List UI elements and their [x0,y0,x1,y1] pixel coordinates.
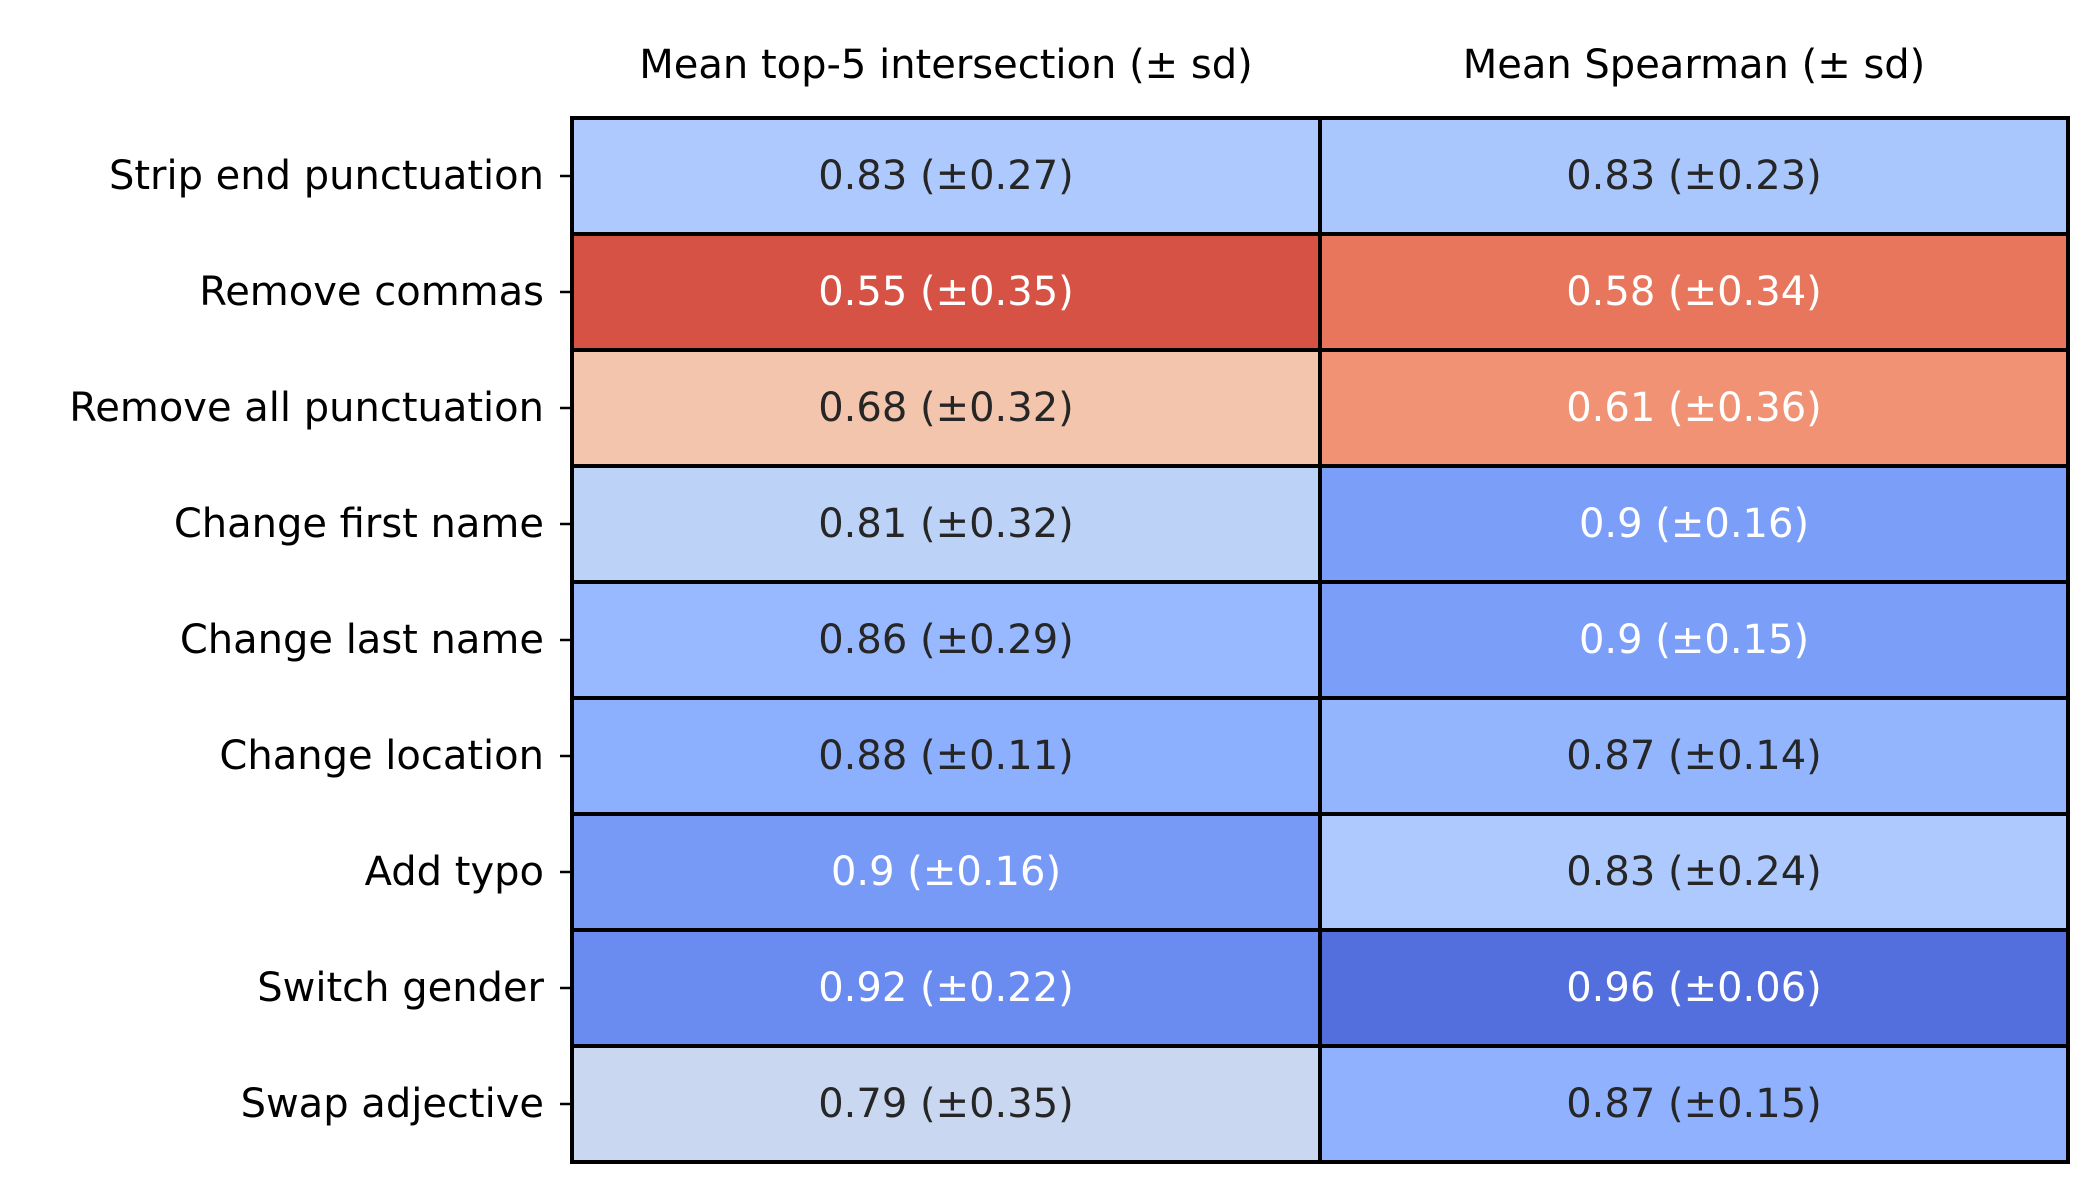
cell-value-label: 0.9 (±0.15) [1579,617,1809,663]
row-label: Swap adjective [241,1081,544,1127]
cell-value-label: 0.87 (±0.14) [1566,733,1822,779]
heatmap-cell [1318,812,2070,932]
heatmap-cell [1318,116,2070,236]
row-labels: Strip end punctuation Remove commas Remove… [69,153,544,1127]
cell-value-label: 0.79 (±0.35) [818,1081,1074,1127]
row-ticks [560,174,572,1106]
cell-value-label: 0.61 (±0.36) [1566,385,1822,431]
heatmap-cell [1318,464,2070,584]
heatmap-cell [570,232,1322,352]
heatmap-cell [1318,928,2070,1048]
row-label: Switch gender [257,965,544,1011]
cell-value-label: 0.9 (±0.16) [1579,501,1809,547]
cell-value-label: 0.87 (±0.15) [1566,1081,1822,1127]
row-label: Change first name [174,501,544,547]
cell-value-label: 0.83 (±0.23) [1566,153,1822,199]
cell-value-label: 0.81 (±0.32) [818,501,1074,547]
column-headers: Mean top-5 intersection (± sd) Mean Spear… [639,42,1925,88]
heatmap-cell [1318,1044,2070,1164]
cell-value-label: 0.83 (±0.24) [1566,849,1822,895]
cell-value-label: 0.55 (±0.35) [818,269,1074,315]
row-label: Remove commas [199,269,544,315]
heatmap-cell [570,116,1322,236]
row-label: Remove all punctuation [69,385,544,431]
cell-value-label: 0.96 (±0.06) [1566,965,1822,1011]
cell-value-label: 0.92 (±0.22) [818,965,1074,1011]
cell-value-label: 0.88 (±0.11) [818,733,1074,779]
row-label: Add typo [365,849,544,895]
row-label: Strip end punctuation [109,153,544,199]
cell-labels: 0.83 (±0.27) 0.83 (±0.23) 0.55 (±0.35) 0.58… [818,153,1822,1127]
heatmap-cells [570,116,2070,1164]
column-header: Mean Spearman (± sd) [1463,42,1926,88]
plot-frame [570,116,2070,1164]
row-label: Change last name [180,617,544,663]
cell-value-label: 0.68 (±0.32) [818,385,1074,431]
row-label: Change location [219,733,544,779]
cell-value-label: 0.58 (±0.34) [1566,269,1822,315]
column-header: Mean top-5 intersection (± sd) [639,42,1253,88]
cell-value-label: 0.9 (±0.16) [831,849,1061,895]
cell-value-label: 0.86 (±0.29) [818,617,1074,663]
heatmap-cell [1318,348,2070,468]
heatmap-cell [1318,696,2070,816]
cell-value-label: 0.83 (±0.27) [818,153,1074,199]
heatmap-cell [1318,580,2070,700]
